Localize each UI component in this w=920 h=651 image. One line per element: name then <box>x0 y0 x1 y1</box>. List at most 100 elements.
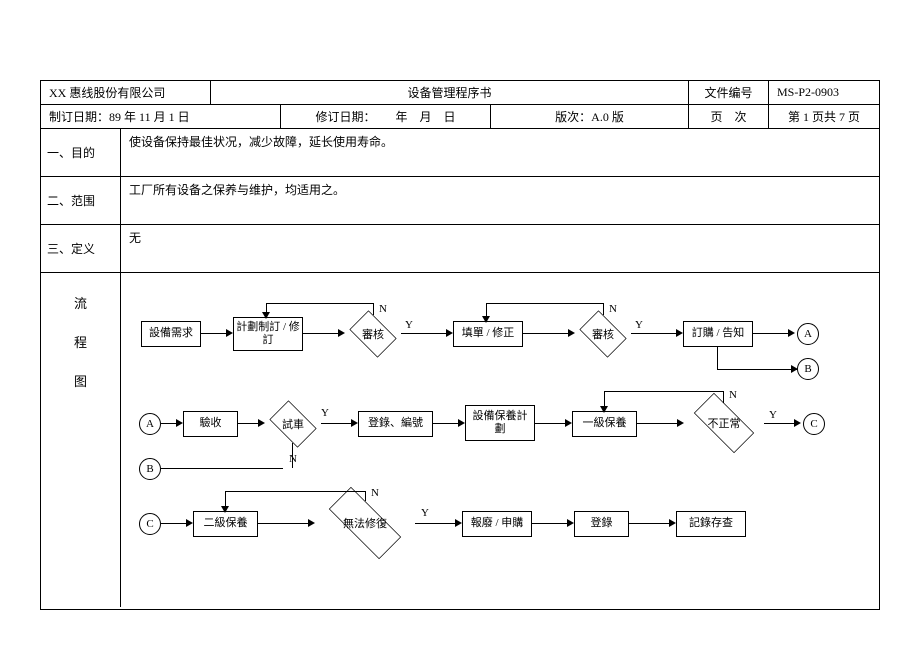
arrow <box>225 491 366 492</box>
node-maintplan: 設備保養計劃 <box>465 405 535 441</box>
section-scope-text: 工厂所有设备之保养与维护，均适用之。 <box>121 177 879 224</box>
section-flowchart: 流 程 图 設備需求 計劃制訂 / 修訂 審核 N Y <box>41 273 879 607</box>
arrow-head-icon <box>351 419 358 427</box>
node-order: 訂購 / 告知 <box>683 321 753 347</box>
label-y: Y <box>405 319 413 331</box>
node-norepair: 無法修復 <box>315 501 415 545</box>
doc-no: MS-P2-0903 <box>769 81 879 104</box>
node-archive: 記錄存查 <box>676 511 746 537</box>
arrow <box>604 391 724 392</box>
rev-date: 年 月 日 <box>396 108 456 125</box>
connector-c-in: C <box>139 513 161 535</box>
connector-b-in: B <box>139 458 161 480</box>
page-label: 页 次 <box>689 105 769 128</box>
arrow-head-icon <box>186 519 193 527</box>
arrow-head-icon <box>455 519 462 527</box>
arrow <box>753 333 793 334</box>
arrow <box>629 523 674 524</box>
node-review2-label: 審核 <box>575 315 631 353</box>
arrow <box>723 391 724 403</box>
arrow-head-icon <box>176 419 183 427</box>
section-definition-label: 三、定义 <box>41 225 121 272</box>
rev-date-label: 修订日期： <box>315 108 375 125</box>
arrow <box>717 369 797 370</box>
arrow-head-icon <box>258 419 265 427</box>
arrow <box>373 303 374 315</box>
header-row-1: XX 惠线股份有限公司 设备管理程序书 文件编号 MS-P2-0903 <box>41 81 879 105</box>
node-trial: 試車 <box>265 405 321 443</box>
node-trial-label: 試車 <box>265 405 321 443</box>
arrow-head-icon <box>308 519 315 527</box>
node-norepair-label: 無法修復 <box>315 501 415 545</box>
section-purpose-text: 使设备保持最佳状况，减少故障，延长使用寿命。 <box>121 129 879 176</box>
arrow <box>603 303 604 315</box>
arrow <box>486 303 604 304</box>
section-definition: 三、定义 无 <box>41 225 879 273</box>
version-label: 版次： <box>555 108 591 125</box>
label-y: Y <box>421 507 429 519</box>
flowchart-label-3: 图 <box>74 371 87 390</box>
node-demand: 設備需求 <box>141 321 201 347</box>
flowchart-label-1: 流 <box>74 293 87 312</box>
page-number: 第 1 页共 7 页 <box>769 105 879 128</box>
node-scrap: 報廢 / 申購 <box>462 511 532 537</box>
doc-title: 设备管理程序书 <box>211 81 689 104</box>
node-plan: 計劃制訂 / 修訂 <box>233 317 303 351</box>
arrow <box>365 491 366 501</box>
arrow <box>401 333 451 334</box>
node-fill: 填單 / 修正 <box>453 321 523 347</box>
arrow-head-icon <box>262 312 270 319</box>
arrow-head-icon <box>226 329 233 337</box>
arrow-head-icon <box>482 316 490 323</box>
flowchart-canvas: 設備需求 計劃制訂 / 修訂 審核 N Y 填單 / 修正 <box>121 273 879 607</box>
arrow <box>161 468 283 469</box>
arrow-head-icon <box>791 365 798 373</box>
arrow-head-icon <box>565 419 572 427</box>
node-review2: 審核 <box>575 315 631 353</box>
label-y: Y <box>635 319 643 331</box>
arrow-head-icon <box>458 419 465 427</box>
section-definition-text: 无 <box>121 225 879 272</box>
node-review1: 審核 <box>345 315 401 353</box>
connector-a-in: A <box>139 413 161 435</box>
arrow <box>717 347 718 369</box>
issue-date-label: 制订日期： <box>49 108 109 125</box>
arrow-head-icon <box>446 329 453 337</box>
arrow <box>258 523 313 524</box>
document-frame: XX 惠线股份有限公司 设备管理程序书 文件编号 MS-P2-0903 制订日期… <box>40 80 880 610</box>
label-n: N <box>609 303 617 315</box>
node-abnormal-label: 不正常 <box>684 403 764 443</box>
label-n: N <box>729 389 737 401</box>
section-purpose: 一、目的 使设备保持最佳状况，减少故障，延长使用寿命。 <box>41 129 879 177</box>
arrow-head-icon <box>669 519 676 527</box>
arrow <box>303 333 343 334</box>
arrow-head-icon <box>676 329 683 337</box>
arrow <box>637 423 682 424</box>
header-row-2: 制订日期： 89 年 11 月 1 日 修订日期： 年 月 日 版次： A.0 … <box>41 105 879 129</box>
node-accept: 驗收 <box>183 411 238 437</box>
section-scope-label: 二、范围 <box>41 177 121 224</box>
arrow-head-icon <box>567 519 574 527</box>
company-name: XX 惠线股份有限公司 <box>41 81 211 104</box>
doc-no-label: 文件编号 <box>689 81 769 104</box>
flowchart-label-2: 程 <box>74 332 87 351</box>
issue-date: 89 年 11 月 1 日 <box>109 108 190 125</box>
section-scope: 二、范围 工厂所有设备之保养与维护，均适用之。 <box>41 177 879 225</box>
label-n: N <box>379 303 387 315</box>
section-purpose-label: 一、目的 <box>41 129 121 176</box>
arrow <box>415 523 460 524</box>
node-review1-label: 審核 <box>345 315 401 353</box>
arrow <box>631 333 681 334</box>
node-register2: 登錄 <box>574 511 629 537</box>
arrow-head-icon <box>788 329 795 337</box>
arrow-head-icon <box>677 419 684 427</box>
connector-b-out: B <box>797 358 819 380</box>
node-register: 登錄、編號 <box>358 411 433 437</box>
label-n: N <box>371 487 379 499</box>
arrow-head-icon <box>794 419 801 427</box>
arrow-head-icon <box>600 406 608 413</box>
arrow <box>266 303 374 304</box>
node-l2maint: 二級保養 <box>193 511 258 537</box>
version: A.0 版 <box>591 108 624 125</box>
arrow-head-icon <box>568 329 575 337</box>
